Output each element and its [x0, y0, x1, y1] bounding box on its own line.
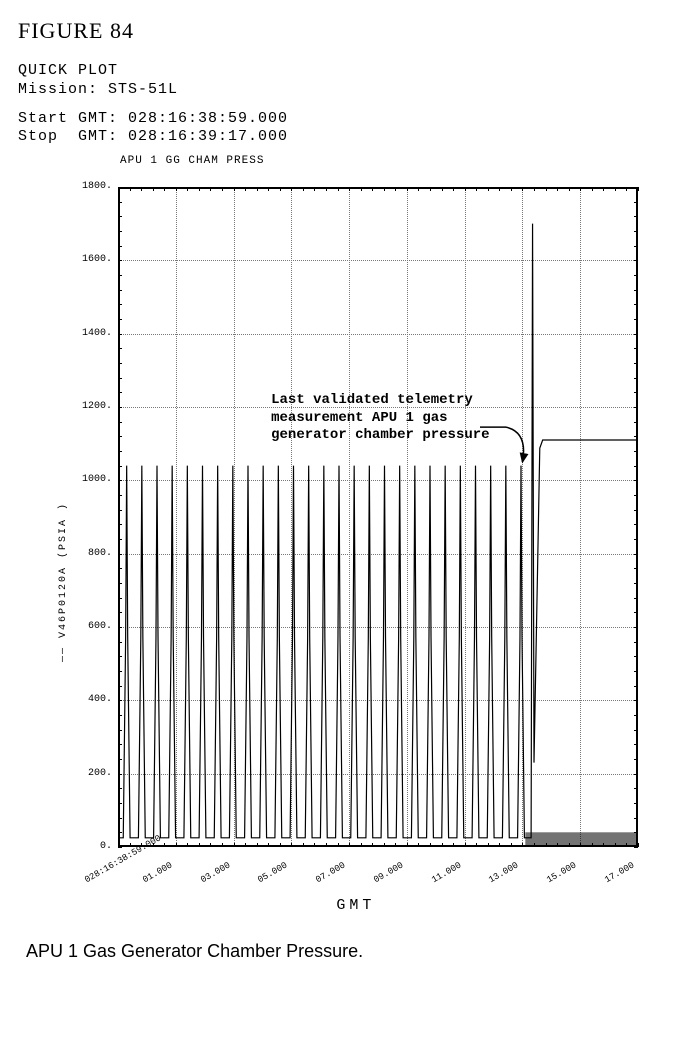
xtick-label: 09.000: [372, 860, 405, 885]
y-axis-label: —— V46P0120A (PSIA ): [58, 502, 69, 662]
ytick-label: 1200.: [72, 401, 112, 412]
mission-line: Mission: STS-51L: [18, 81, 656, 100]
xtick-label: 17.000: [603, 860, 636, 885]
ytick-label: 1400.: [72, 328, 112, 339]
xtick-label: 01.000: [141, 860, 174, 885]
x-axis-label: GMT: [336, 897, 375, 914]
stop-value: 028:16:39:17.000: [128, 128, 288, 145]
ytick-label: 200.: [72, 768, 112, 779]
figure-caption: APU 1 Gas Generator Chamber Pressure.: [26, 941, 656, 962]
xtick-label: 07.000: [314, 860, 347, 885]
figure-number: FIGURE 84: [18, 18, 656, 44]
ytick-label: 800.: [72, 548, 112, 559]
ytick-label: 0.: [72, 841, 112, 852]
chart-title: APU 1 GG CHAM PRESS: [120, 155, 648, 167]
ytick-label: 600.: [72, 621, 112, 632]
stop-gmt: Stop GMT: 028:16:39:17.000: [18, 128, 656, 147]
xtick-label: 15.000: [545, 860, 578, 885]
ytick-label: 1000.: [72, 474, 112, 485]
plot-program: QUICK PLOT: [18, 62, 656, 81]
data-trace: [118, 187, 638, 847]
ytick-label: 400.: [72, 694, 112, 705]
ytick-label: 1600.: [72, 254, 112, 265]
ytick-label: 1800.: [72, 181, 112, 192]
chart-container: APU 1 GG CHAM PRESS 0. 200. 400. 600. 800. 10…: [28, 155, 648, 935]
start-gmt: Start GMT: 028:16:38:59.000: [18, 110, 656, 129]
annotation-text: Last validated telemetrymeasurement APU …: [271, 392, 489, 445]
xtick-label: 03.000: [199, 860, 232, 885]
xtick-label: 05.000: [256, 860, 289, 885]
xtick-label: 11.000: [430, 860, 463, 885]
start-value: 028:16:38:59.000: [128, 110, 288, 127]
start-label: Start GMT:: [18, 110, 128, 127]
xtick-label: 13.000: [488, 860, 521, 885]
stop-label: Stop GMT:: [18, 128, 128, 145]
